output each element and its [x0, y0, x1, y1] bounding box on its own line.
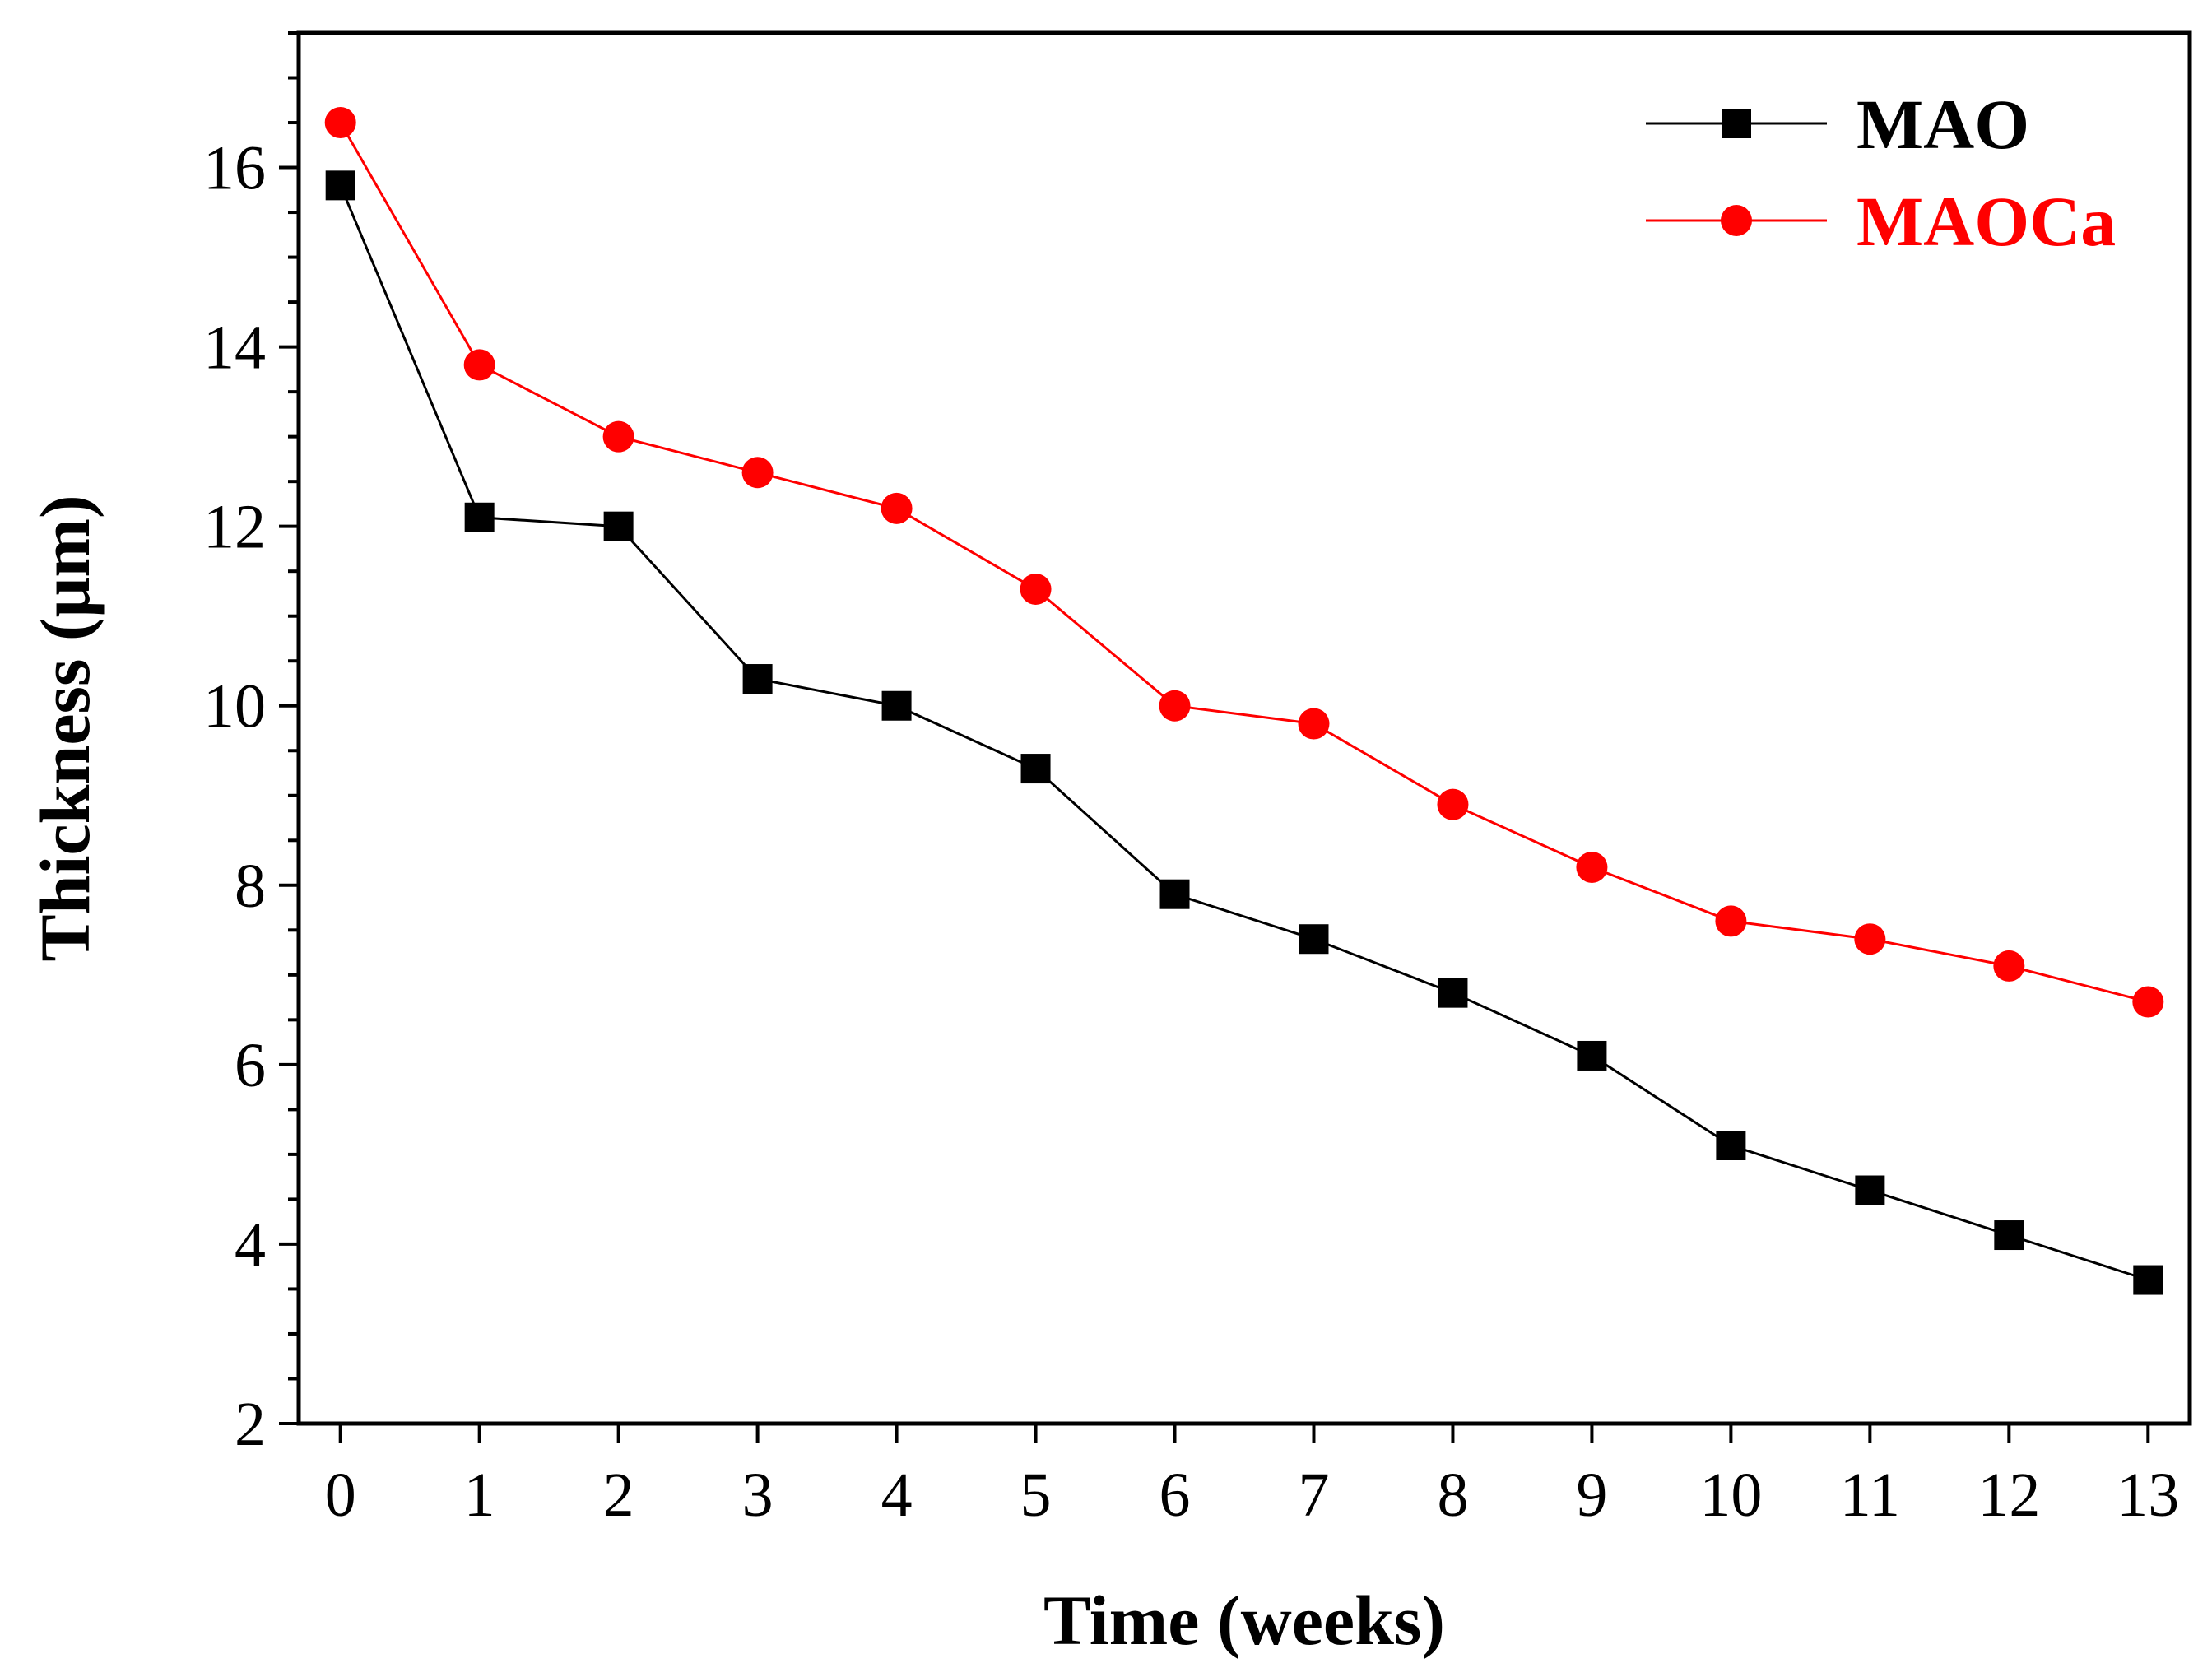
mao-point: [1438, 978, 1468, 1008]
x-tick-label: 12: [1977, 1461, 2040, 1530]
x-tick-label: 7: [1298, 1461, 1329, 1530]
maoca-point: [1437, 788, 1469, 820]
mao-point: [1716, 1131, 1746, 1160]
x-tick-label: 3: [742, 1461, 774, 1530]
plot-frame: [296, 30, 2192, 1426]
mao-point: [2133, 1265, 2163, 1295]
y-tick-label: 6: [235, 1031, 266, 1100]
y-tick-label: 14: [203, 314, 266, 383]
maoca-point: [324, 107, 356, 139]
mao-point: [464, 502, 495, 532]
x-tick-label: 13: [2117, 1461, 2179, 1530]
maoca-point: [1993, 950, 2025, 982]
y-tick-label: 4: [235, 1210, 266, 1280]
y-tick-label: 16: [203, 134, 266, 203]
series-mao: [325, 170, 2163, 1295]
maoca-point: [741, 457, 774, 489]
maoca-line: [339, 122, 2149, 1003]
legend-marker-mao: [1722, 109, 1751, 138]
legend-label-maoca: MAOCa: [1856, 182, 2116, 261]
maoca-point: [1298, 708, 1330, 740]
maoca-point: [1854, 923, 1886, 955]
y-axis-title: Thickness (μm): [26, 495, 105, 961]
maoca-point: [1576, 852, 1608, 883]
legend-label-mao: MAO: [1856, 85, 2029, 164]
legend-marker-maoca: [1721, 205, 1752, 236]
y-axis: 2 4 6 8 10 12 14 16: [203, 31, 299, 1459]
mao-point: [1994, 1220, 2024, 1251]
y-tick-label: 8: [235, 852, 266, 921]
y-tick-label: 10: [203, 672, 266, 741]
legend: MAO MAOCa: [1646, 85, 2116, 261]
maoca-point: [881, 492, 913, 524]
x-tick-label: 5: [1020, 1461, 1052, 1530]
mao-point: [881, 690, 912, 721]
mao-point: [742, 664, 773, 694]
x-tick-label: 1: [464, 1461, 495, 1530]
x-tick-label: 2: [603, 1461, 634, 1530]
y-tick-label: 12: [203, 493, 266, 562]
x-tick-label: 9: [1576, 1461, 1607, 1530]
x-tick-label: 10: [1699, 1461, 1762, 1530]
mao-point: [1299, 924, 1329, 955]
maoca-point: [1020, 574, 1052, 605]
legend-item-maoca: MAOCa: [1646, 182, 2116, 261]
mao-point: [1855, 1175, 1885, 1205]
series-layer: [324, 107, 2164, 1295]
x-tick-label: 8: [1437, 1461, 1468, 1530]
mao-point: [1020, 754, 1051, 784]
mao-point: [603, 511, 634, 541]
maoca-point: [1159, 690, 1191, 722]
mao-point: [1159, 879, 1190, 909]
x-axis-title: Time (weeks): [1043, 1581, 1445, 1660]
x-tick-label: 4: [881, 1461, 913, 1530]
mao-point: [325, 170, 356, 201]
legend-item-mao: MAO: [1646, 85, 2029, 164]
y-tick-label: 2: [235, 1390, 266, 1459]
maoca-point: [1715, 905, 1747, 937]
mao-point: [1577, 1040, 1607, 1071]
maoca-point: [2132, 986, 2164, 1018]
mao-line: [339, 184, 2149, 1281]
maoca-point: [463, 349, 495, 381]
x-tick-label: 6: [1159, 1461, 1191, 1530]
maoca-point: [602, 420, 634, 453]
x-axis: 0 1 2 3 4 5 6 7 8 9 10 11 12 13: [325, 1424, 2179, 1530]
x-tick-label: 11: [1840, 1461, 1900, 1530]
x-tick-label: 0: [325, 1461, 356, 1530]
series-maoca: [324, 107, 2164, 1018]
